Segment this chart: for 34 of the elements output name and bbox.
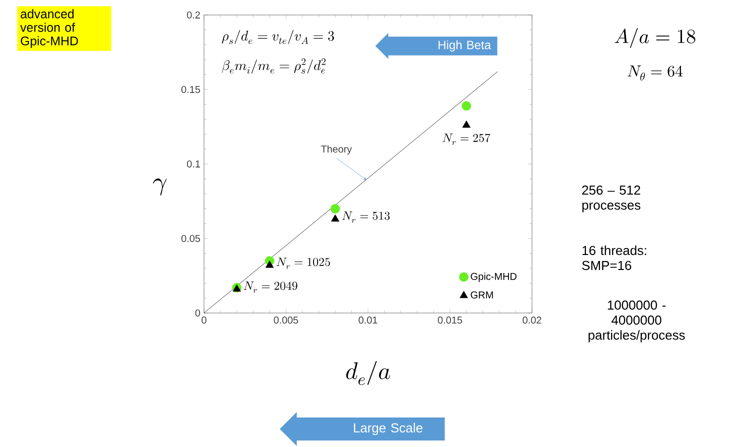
text: $N_\theta = 64$ <box>628 65 683 80</box>
annotation: $N_r = 513$ <box>342 212 390 223</box>
annotation: High Beta <box>438 40 491 52</box>
x-tick-label: 0.015 <box>438 316 462 324</box>
y-tick-label: 0.05 <box>181 234 200 242</box>
x-tick-label: 0.02 <box>522 316 542 324</box>
text: advanced version of Gpic-MHD <box>20 9 78 48</box>
y-tick-label: 0.15 <box>181 86 200 94</box>
y-axis-title: $\gamma$ <box>153 178 167 196</box>
point <box>462 101 472 111</box>
annotation: Theory <box>321 145 352 155</box>
annotation: $N_r = 257$ <box>442 134 490 145</box>
x-tick-label: 0.01 <box>358 316 378 324</box>
text: Large Scale <box>354 422 422 436</box>
point <box>330 204 340 214</box>
text: 256 – 512 processes <box>582 186 640 212</box>
text: $A / a = 18$ <box>614 28 696 48</box>
y-tick-label: 0.2 <box>186 11 200 19</box>
text: 1000000 - 4000000 particles/process <box>588 300 685 342</box>
annotation: $\beta_e m_i / m_e = \rho_s^2 / d_e^2$ <box>222 58 326 74</box>
x-axis-title: $d_e / a$ <box>346 360 390 386</box>
y-tick-label: 0 <box>195 309 200 317</box>
point <box>331 214 340 222</box>
x-tick-label: 0.005 <box>274 316 298 324</box>
annotation: $\rho_s / d_e = v_{te} / v_A = 3$ <box>222 30 334 44</box>
legend-label: Gpic-MHD <box>470 272 516 282</box>
x-tick-label: 0 <box>202 316 206 324</box>
legend-label: GRM <box>470 291 493 298</box>
annotation: $N_r = 2049$ <box>244 282 298 293</box>
y-tick-label: 0.1 <box>186 160 200 168</box>
text: 16 threads: SMP=16 <box>582 246 646 270</box>
point <box>462 120 471 128</box>
point <box>266 260 274 268</box>
annotation: $N_r = 1025$ <box>276 258 330 269</box>
